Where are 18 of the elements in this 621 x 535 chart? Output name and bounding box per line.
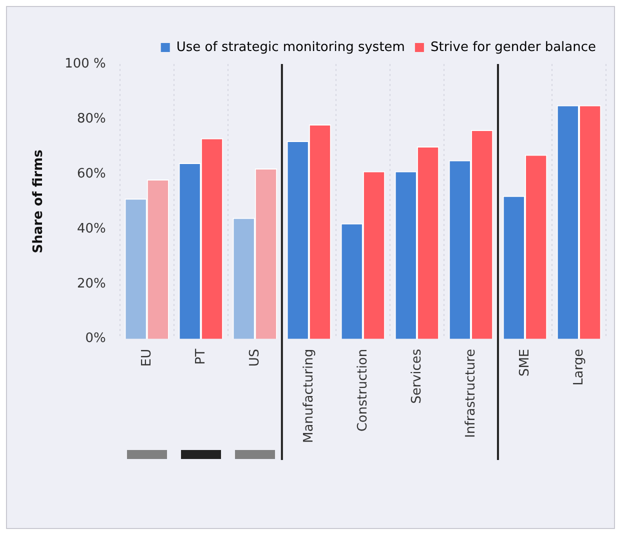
x-tick-label: PT — [193, 348, 208, 365]
y-tick-label: 60% — [76, 166, 106, 182]
x-tick-label: Construction — [355, 348, 370, 432]
x-tick-label: SME — [517, 348, 532, 377]
legend-label: Use of strategic monitoring system — [176, 40, 405, 55]
x-tick-label: Large — [571, 348, 586, 386]
y-tick-label: 20% — [76, 276, 106, 292]
y-tick-label: 40% — [76, 221, 106, 236]
x-tick-label: Infrastructure — [463, 348, 478, 438]
y-tick-label: 80% — [76, 111, 106, 126]
y-axis-title: Share of firms — [31, 149, 46, 254]
x-tick-label: US — [247, 348, 262, 367]
legend-label: Strive for gender balance — [430, 40, 596, 55]
y-tick-label: 0% — [85, 331, 106, 346]
x-tick-label: Services — [409, 348, 424, 404]
x-tick-label: EU — [139, 348, 154, 367]
x-tick-label: Manufacturing — [301, 348, 316, 444]
y-tick-label: 100 % — [64, 56, 106, 72]
